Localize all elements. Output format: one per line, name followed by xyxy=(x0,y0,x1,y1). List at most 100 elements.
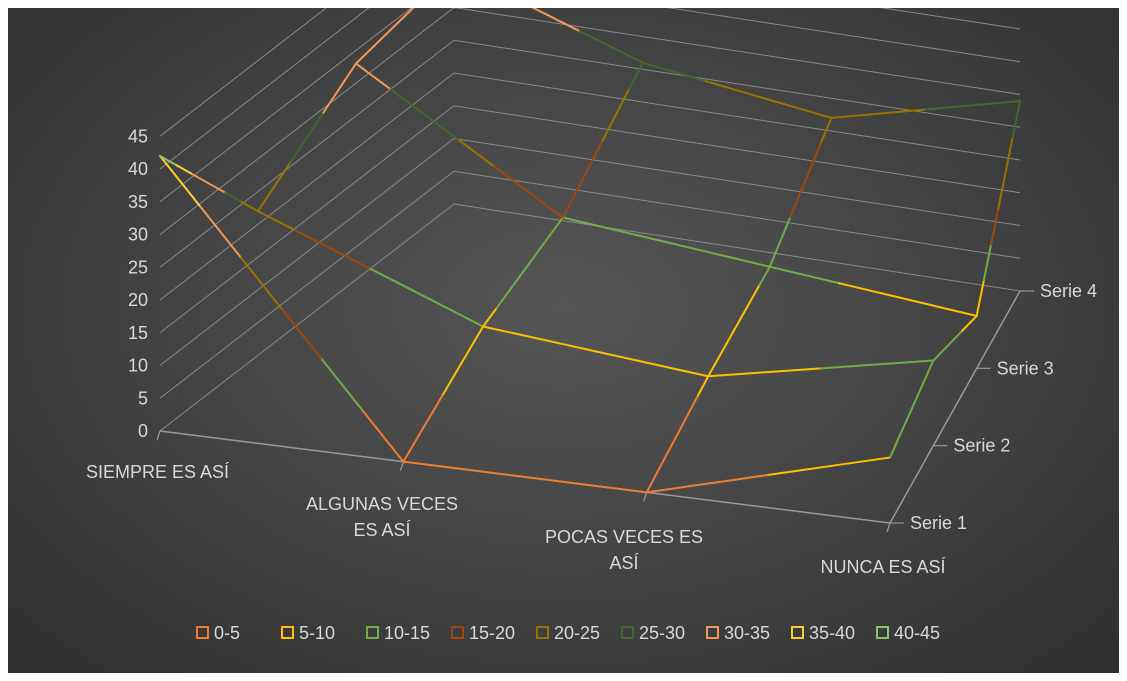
surface-segment xyxy=(415,415,431,441)
surface-segment xyxy=(605,486,648,494)
legend-label: 35-40 xyxy=(809,623,855,643)
surface-segment xyxy=(482,325,522,336)
value-axis-labels: 0 5 10 15 20 25 30 35 40 45 xyxy=(128,126,148,441)
surface-segment xyxy=(289,136,308,163)
surface-segment xyxy=(519,333,560,345)
surface-segment xyxy=(615,87,631,116)
y-tick-label: 25 xyxy=(128,257,148,277)
surface-segment xyxy=(322,87,341,114)
surface-segment xyxy=(240,201,259,213)
surface-segment xyxy=(939,344,949,355)
surface-segment xyxy=(941,306,978,317)
y-tick-label: 10 xyxy=(128,356,148,376)
surface-segment xyxy=(997,171,1007,210)
category-tick xyxy=(399,461,404,471)
legend-label: 0-5 xyxy=(214,623,240,643)
surface-segment xyxy=(738,302,751,323)
surface-segment xyxy=(389,88,426,116)
surface-segment xyxy=(159,154,202,208)
surface-segment xyxy=(455,348,471,373)
surface-segment xyxy=(734,257,771,268)
surface-segment xyxy=(704,80,738,92)
surface-segment xyxy=(789,191,802,219)
legend-label: 20-25 xyxy=(554,623,600,643)
surface-segment xyxy=(819,364,860,370)
category-label: POCAS VECES ES ASÍ xyxy=(545,527,703,573)
surface-segment xyxy=(798,107,833,119)
surface-segment xyxy=(257,210,297,232)
surface-segment xyxy=(468,325,485,351)
surface-segment xyxy=(495,289,511,310)
surface-segment xyxy=(404,8,415,17)
surface-segment xyxy=(924,105,959,111)
chart-area: 0 5 10 15 20 25 30 35 40 45 SIEMPRE ES ASÍ ALGUNAS… xyxy=(8,8,1119,673)
surface-segment xyxy=(561,216,599,227)
surface-segment xyxy=(665,241,702,252)
surface-segment xyxy=(294,229,335,251)
surface-segment xyxy=(428,393,445,418)
surface-segment xyxy=(355,62,392,91)
surface-segment xyxy=(632,358,672,369)
surface-segment xyxy=(686,479,729,488)
surface-segment xyxy=(961,322,971,332)
surface-segment xyxy=(893,108,927,114)
surface-segment xyxy=(848,456,891,465)
surface-segment xyxy=(257,185,276,213)
surface-segment xyxy=(594,350,635,361)
gridline xyxy=(159,72,1021,301)
series-label: Serie 3 xyxy=(997,358,1054,378)
surface-segment xyxy=(699,249,737,260)
y-tick-label: 15 xyxy=(128,323,148,343)
surface-segment xyxy=(968,314,978,325)
surface-segment xyxy=(975,279,985,317)
legend-swatch xyxy=(366,626,379,639)
surface-segment xyxy=(482,307,498,328)
category-axis-labels: SIEMPRE ES ASÍ ALGUNAS VECES ES ASÍ POCAS V… xyxy=(86,462,946,577)
surface-segment xyxy=(990,207,1000,246)
surface-segment xyxy=(575,164,591,193)
surface-segment xyxy=(601,113,618,142)
gridlines xyxy=(159,8,1021,432)
surface-segment xyxy=(954,329,964,340)
surface-segment xyxy=(686,394,699,416)
surface-segment xyxy=(857,362,897,367)
surface-segment xyxy=(442,370,458,396)
surface-segment xyxy=(442,465,486,473)
surface-segment xyxy=(861,111,896,117)
surface-segment xyxy=(717,338,730,360)
category-tick xyxy=(643,492,648,502)
surface-segment xyxy=(338,62,357,90)
surface-segment xyxy=(956,102,990,108)
surface-segment xyxy=(782,367,822,373)
surface-segment xyxy=(676,413,689,436)
legend-label: 5-10 xyxy=(299,623,335,643)
surface-segment xyxy=(768,265,806,276)
legend-swatch xyxy=(536,626,549,639)
surface-segment xyxy=(531,8,550,17)
surface-segment xyxy=(273,160,292,188)
category-label: ALGUNAS VECES ES ASÍ xyxy=(306,494,458,540)
series-axis-line xyxy=(889,290,1021,524)
surface-segment xyxy=(535,234,551,255)
surface-segment xyxy=(736,89,770,101)
surface-segment xyxy=(483,470,526,478)
legend-swatch xyxy=(451,626,464,639)
surface-segment xyxy=(669,366,710,378)
gridline xyxy=(159,105,1021,334)
y-tick-label: 45 xyxy=(128,126,148,146)
surface-segment xyxy=(332,248,372,270)
legend-swatch xyxy=(791,626,804,639)
surface-segment xyxy=(837,282,875,293)
surface-segment xyxy=(564,481,608,489)
surface-segment xyxy=(910,391,920,411)
surface-segment xyxy=(1004,135,1014,174)
surface-segment xyxy=(987,100,1021,105)
category-label: NUNCA ES ASÍ xyxy=(820,557,945,577)
surface-segment xyxy=(726,473,770,482)
surface-segment xyxy=(547,14,581,33)
surface-segment xyxy=(369,267,410,290)
gridline xyxy=(159,8,327,137)
surface-segment xyxy=(744,370,785,375)
category-tick xyxy=(156,430,161,441)
legend-label: 25-30 xyxy=(639,623,685,643)
